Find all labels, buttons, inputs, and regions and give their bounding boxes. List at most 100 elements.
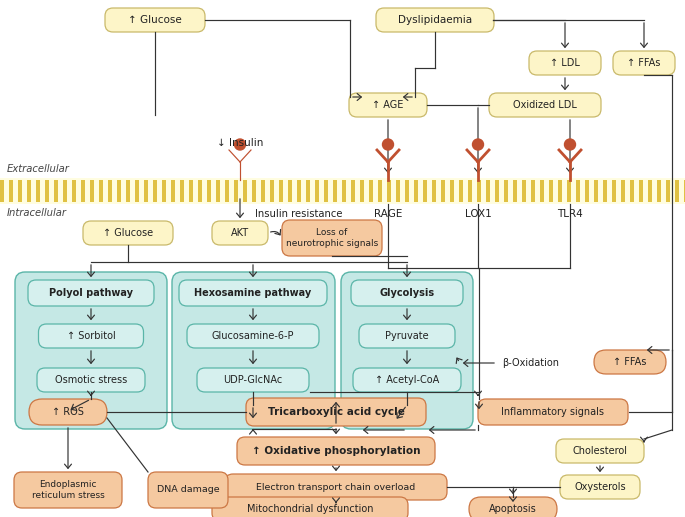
Bar	[459, 180, 464, 202]
Text: Dyslipidaemia: Dyslipidaemia	[398, 15, 472, 25]
Text: LOX1: LOX1	[464, 209, 491, 219]
Bar	[513, 180, 517, 202]
Bar	[63, 180, 68, 202]
Bar	[612, 180, 616, 202]
Text: Electron transport chain overload: Electron transport chain overload	[256, 482, 416, 492]
Bar	[144, 180, 149, 202]
Bar	[324, 180, 329, 202]
Circle shape	[234, 139, 245, 150]
Bar	[72, 180, 77, 202]
FancyBboxPatch shape	[341, 272, 473, 429]
Bar	[306, 180, 310, 202]
Bar	[162, 180, 166, 202]
FancyBboxPatch shape	[105, 8, 205, 32]
Bar	[36, 180, 40, 202]
Text: ↑ FFAs: ↑ FFAs	[627, 58, 661, 68]
Bar	[117, 180, 121, 202]
Text: ↑ Glucose: ↑ Glucose	[103, 228, 153, 238]
Bar	[288, 180, 292, 202]
FancyBboxPatch shape	[83, 221, 173, 245]
Bar	[252, 180, 256, 202]
Text: ↑ FFAs: ↑ FFAs	[613, 357, 647, 367]
Text: ↑ Glucose: ↑ Glucose	[128, 15, 182, 25]
Bar	[675, 180, 680, 202]
Bar	[108, 180, 112, 202]
Text: Osmotic stress: Osmotic stress	[55, 375, 127, 385]
Text: Pyruvate: Pyruvate	[385, 331, 429, 341]
Text: RAGE: RAGE	[374, 209, 402, 219]
Bar	[648, 180, 653, 202]
FancyBboxPatch shape	[187, 324, 319, 348]
Text: Cholesterol: Cholesterol	[573, 446, 627, 456]
Bar	[342, 180, 347, 202]
Bar	[243, 180, 247, 202]
Bar	[603, 180, 608, 202]
Text: ↑ AGE: ↑ AGE	[373, 100, 403, 110]
Bar	[432, 180, 436, 202]
Text: ↑ Oxidative phosphorylation: ↑ Oxidative phosphorylation	[252, 446, 421, 456]
FancyBboxPatch shape	[197, 368, 309, 392]
Bar	[630, 180, 634, 202]
FancyBboxPatch shape	[376, 8, 494, 32]
Bar	[18, 180, 23, 202]
Bar	[279, 180, 284, 202]
Text: ↑ ROS: ↑ ROS	[52, 407, 84, 417]
Bar	[27, 180, 32, 202]
FancyBboxPatch shape	[560, 475, 640, 499]
Bar	[234, 180, 238, 202]
Bar	[270, 180, 275, 202]
Bar	[477, 180, 482, 202]
FancyBboxPatch shape	[237, 437, 435, 465]
Bar	[261, 180, 266, 202]
Bar	[585, 180, 590, 202]
Text: Inflammatory signals: Inflammatory signals	[501, 407, 604, 417]
Circle shape	[473, 139, 484, 150]
Bar	[45, 180, 49, 202]
Text: β-Oxidation: β-Oxidation	[502, 358, 559, 368]
Bar	[576, 180, 580, 202]
Text: Loss of
neurotrophic signals: Loss of neurotrophic signals	[286, 229, 378, 248]
Bar	[621, 180, 625, 202]
Text: ↑ Sorbitol: ↑ Sorbitol	[66, 331, 115, 341]
Bar	[297, 180, 301, 202]
Text: Glycolysis: Glycolysis	[379, 288, 434, 298]
Bar	[387, 180, 392, 202]
Text: Intracellular: Intracellular	[7, 208, 67, 218]
Bar	[198, 180, 203, 202]
Bar	[450, 180, 455, 202]
Bar	[378, 180, 382, 202]
Bar	[171, 180, 175, 202]
Bar	[558, 180, 562, 202]
Bar	[495, 180, 499, 202]
Bar	[639, 180, 643, 202]
Bar	[0, 178, 685, 204]
FancyBboxPatch shape	[478, 399, 628, 425]
FancyBboxPatch shape	[469, 497, 557, 517]
Bar	[468, 180, 473, 202]
Circle shape	[564, 139, 575, 150]
Bar	[315, 180, 319, 202]
Bar	[99, 180, 103, 202]
FancyBboxPatch shape	[38, 324, 143, 348]
Text: Oxidized LDL: Oxidized LDL	[513, 100, 577, 110]
Text: Extracellular: Extracellular	[7, 164, 70, 174]
FancyBboxPatch shape	[282, 220, 382, 256]
Bar	[594, 180, 599, 202]
Text: Insulin resistance: Insulin resistance	[255, 209, 342, 219]
FancyBboxPatch shape	[29, 399, 107, 425]
FancyBboxPatch shape	[212, 497, 408, 517]
Text: Oxysterols: Oxysterols	[574, 482, 626, 492]
FancyBboxPatch shape	[14, 472, 122, 508]
Bar	[90, 180, 95, 202]
Bar	[666, 180, 671, 202]
FancyBboxPatch shape	[28, 280, 154, 306]
FancyBboxPatch shape	[148, 472, 228, 508]
Text: ↑ Acetyl-CoA: ↑ Acetyl-CoA	[375, 375, 439, 385]
Bar	[81, 180, 86, 202]
Text: Tricarboxylic acid cycle: Tricarboxylic acid cycle	[268, 407, 404, 417]
Bar	[684, 180, 685, 202]
FancyBboxPatch shape	[353, 368, 461, 392]
FancyBboxPatch shape	[37, 368, 145, 392]
Bar	[216, 180, 221, 202]
Bar	[567, 180, 571, 202]
